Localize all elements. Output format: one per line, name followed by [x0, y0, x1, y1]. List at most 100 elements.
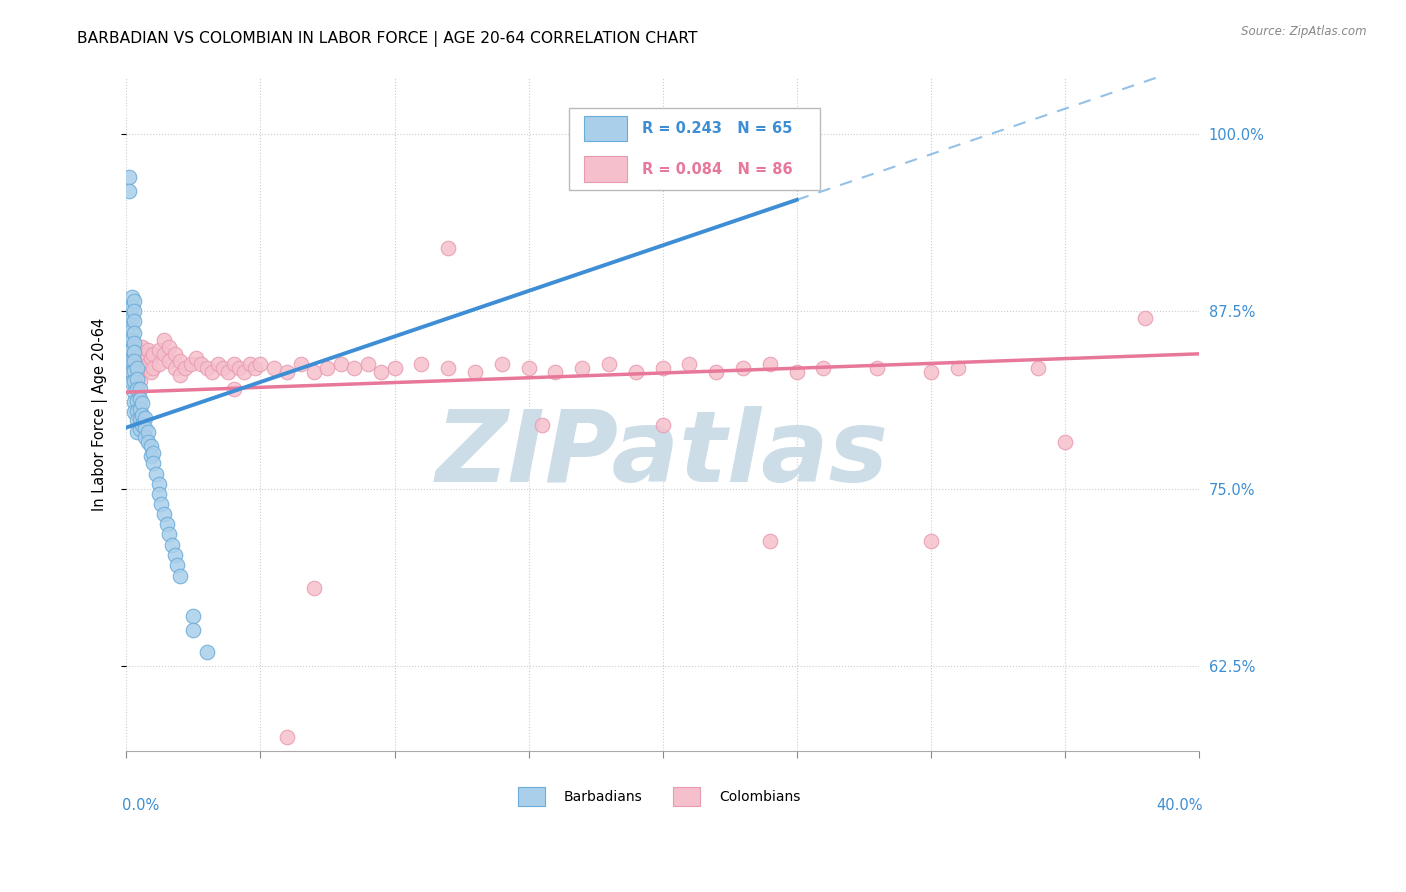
Point: [678, 357, 700, 371]
Point: [243, 361, 266, 376]
Point: [163, 361, 186, 376]
Point: [163, 548, 186, 562]
Point: [131, 408, 153, 422]
Point: [222, 382, 245, 396]
Point: [127, 413, 149, 427]
Point: [166, 558, 188, 572]
Text: 0.0%: 0.0%: [122, 798, 159, 814]
Point: [121, 311, 143, 326]
Point: [134, 362, 156, 376]
Point: [302, 581, 325, 595]
Bar: [517, 787, 544, 806]
Point: [174, 361, 197, 376]
Point: [131, 354, 153, 368]
Point: [157, 340, 180, 354]
Point: [180, 357, 202, 371]
Point: [920, 365, 942, 379]
Point: [759, 533, 782, 548]
Point: [134, 430, 156, 444]
Point: [124, 294, 146, 309]
Point: [124, 354, 146, 368]
Point: [157, 527, 180, 541]
Point: [544, 365, 567, 379]
Point: [118, 184, 141, 198]
Point: [118, 333, 141, 347]
Point: [142, 361, 165, 376]
Point: [384, 361, 406, 376]
Point: [169, 354, 191, 368]
Bar: [585, 116, 627, 142]
Point: [624, 365, 647, 379]
Point: [153, 507, 176, 521]
Point: [136, 343, 159, 357]
Point: [920, 533, 942, 548]
Point: [124, 326, 146, 340]
Point: [153, 347, 176, 361]
Point: [128, 382, 150, 396]
Point: [190, 357, 212, 371]
Point: [127, 372, 149, 386]
Point: [139, 449, 162, 463]
Point: [124, 314, 146, 328]
Point: [148, 343, 170, 357]
Point: [131, 396, 153, 410]
Point: [228, 361, 250, 376]
Point: [127, 403, 149, 417]
Point: [118, 318, 141, 333]
Point: [124, 304, 146, 318]
Point: [124, 385, 146, 400]
Point: [134, 348, 156, 362]
Point: [124, 357, 146, 371]
Bar: [585, 156, 627, 182]
Point: [153, 333, 176, 347]
Point: [491, 357, 513, 371]
Point: [370, 365, 392, 379]
Point: [139, 351, 162, 365]
Point: [1135, 311, 1157, 326]
Point: [212, 361, 235, 376]
Point: [131, 340, 153, 354]
Text: Source: ZipAtlas.com: Source: ZipAtlas.com: [1241, 25, 1367, 38]
Point: [183, 624, 205, 638]
Point: [148, 487, 170, 501]
Point: [437, 361, 460, 376]
Point: [121, 343, 143, 357]
Point: [759, 357, 782, 371]
Point: [118, 368, 141, 383]
Point: [124, 364, 146, 378]
Point: [163, 347, 186, 361]
Point: [357, 357, 380, 371]
Point: [195, 644, 218, 658]
Point: [128, 422, 150, 436]
Point: [134, 410, 156, 425]
Point: [121, 347, 143, 361]
Text: ZIPatlas: ZIPatlas: [436, 406, 889, 503]
Point: [128, 359, 150, 374]
Point: [121, 323, 143, 337]
Point: [121, 365, 143, 379]
Point: [813, 361, 835, 376]
Point: [249, 357, 271, 371]
Point: [124, 343, 146, 357]
Point: [118, 354, 141, 368]
Point: [464, 365, 486, 379]
Point: [124, 335, 146, 350]
Point: [124, 395, 146, 409]
Point: [136, 425, 159, 439]
Point: [127, 365, 149, 379]
Point: [290, 357, 312, 371]
Point: [343, 361, 366, 376]
Point: [866, 361, 889, 376]
Point: [302, 365, 325, 379]
Point: [121, 300, 143, 314]
Point: [127, 425, 149, 439]
Point: [127, 382, 149, 396]
Point: [131, 417, 153, 432]
Point: [128, 374, 150, 388]
Point: [121, 290, 143, 304]
Point: [124, 345, 146, 359]
Point: [121, 333, 143, 347]
Point: [148, 357, 170, 371]
Point: [201, 365, 224, 379]
Point: [276, 365, 298, 379]
